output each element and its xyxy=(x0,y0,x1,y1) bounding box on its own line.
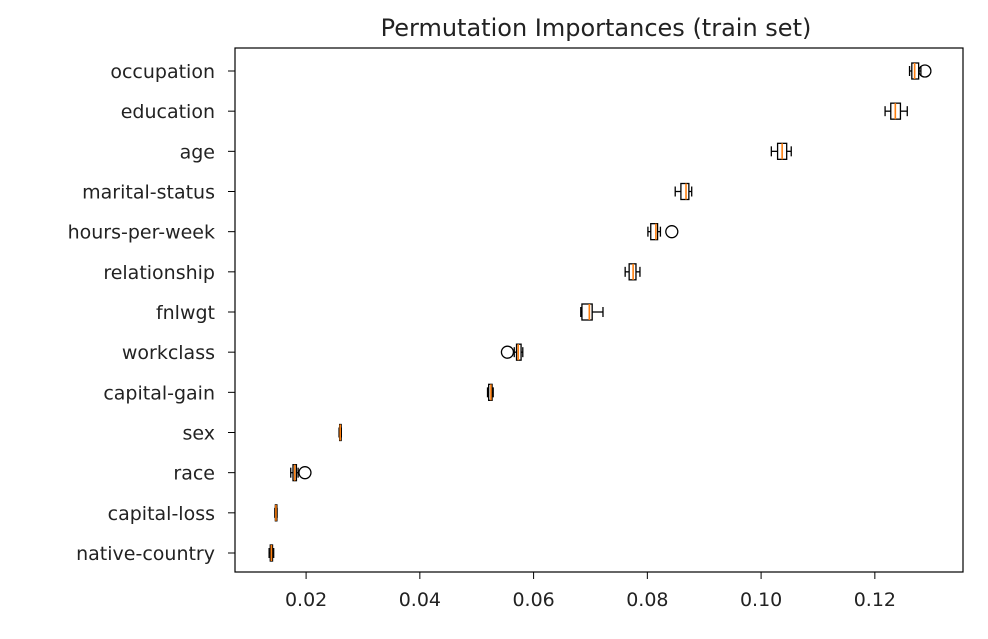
box-race xyxy=(290,464,312,482)
y-tick-label: relationship xyxy=(103,262,215,284)
iqr-box xyxy=(650,223,659,241)
iqr-box xyxy=(581,303,593,321)
box-capital-loss xyxy=(274,504,278,522)
x-tick-label: 0.04 xyxy=(399,589,441,611)
box-workclass xyxy=(500,343,524,361)
box-occupation xyxy=(908,62,932,80)
outlier-point xyxy=(500,345,515,359)
iqr-box xyxy=(680,182,690,201)
y-tick-label: fnlwgt xyxy=(156,302,215,324)
y-tick-label: capital-loss xyxy=(108,503,215,525)
y-tick-label: marital-status xyxy=(82,182,215,204)
outlier-point xyxy=(918,64,932,78)
x-axis: 0.02 0.04 0.06 0.08 0.10 0.12 xyxy=(285,572,896,611)
y-tick-label: native-country xyxy=(76,543,215,565)
box-marital-status xyxy=(674,182,693,201)
y-tick-label: age xyxy=(180,141,215,163)
box-sex xyxy=(338,423,343,442)
y-tick-label: capital-gain xyxy=(103,382,215,404)
box-hours-per-week xyxy=(647,223,679,241)
y-tick-label: workclass xyxy=(122,342,215,364)
box-native-country xyxy=(268,544,275,562)
x-tick-label: 0.12 xyxy=(854,589,896,611)
outlier-point xyxy=(665,225,679,239)
y-tick-label: occupation xyxy=(110,61,215,83)
y-axis: occupation education age marital-status hour… xyxy=(68,61,235,565)
x-tick-label: 0.08 xyxy=(626,589,668,611)
x-tick-label: 0.10 xyxy=(740,589,782,611)
y-tick-label: race xyxy=(173,463,215,485)
outlier-point xyxy=(298,466,312,480)
x-tick-label: 0.06 xyxy=(512,589,554,611)
box-education xyxy=(884,102,908,120)
box-capital-gain xyxy=(486,383,494,401)
box-fnlwgt xyxy=(580,303,604,321)
y-tick-label: education xyxy=(121,101,215,123)
boxplot-series xyxy=(268,62,932,562)
box-age xyxy=(770,142,792,160)
x-tick-label: 0.02 xyxy=(285,589,327,611)
y-tick-label: hours-per-week xyxy=(68,222,215,244)
chart-title: Permutation Importances (train set) xyxy=(381,14,812,42)
box-relationship xyxy=(624,263,641,281)
plot-frame xyxy=(234,47,964,573)
y-tick-label: sex xyxy=(183,423,216,445)
